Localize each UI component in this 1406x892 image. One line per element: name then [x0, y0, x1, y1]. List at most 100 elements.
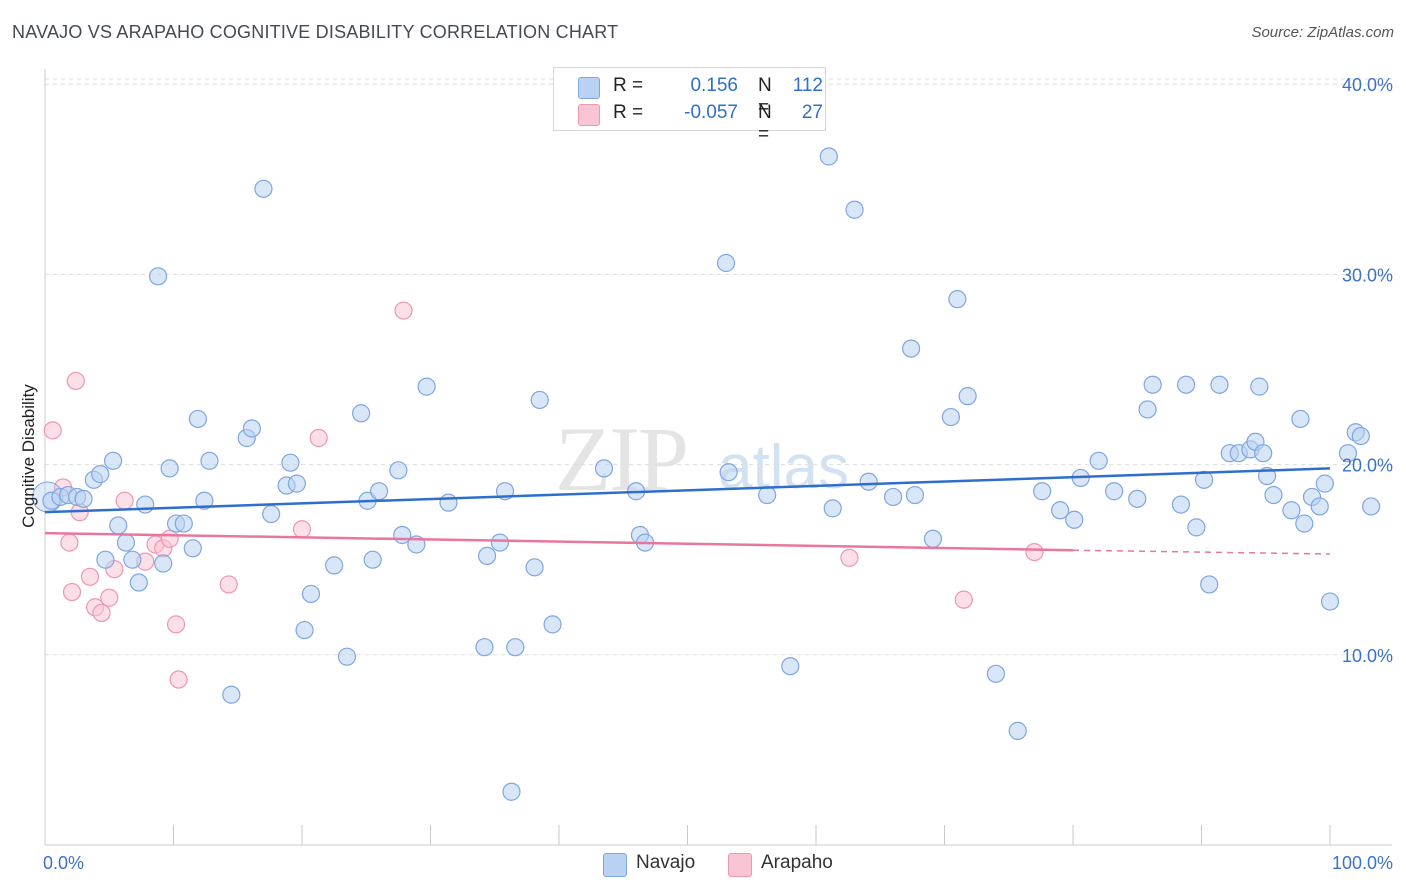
navajo-point [154, 554, 173, 573]
arapaho-point [292, 520, 312, 539]
navajo-point [506, 638, 525, 657]
navajo-point [104, 451, 123, 470]
navajo-point [1210, 375, 1229, 394]
navajo-point [958, 387, 977, 406]
arapaho-point [115, 491, 134, 510]
arapaho-point [169, 670, 188, 689]
navajo-point [109, 516, 128, 535]
arapaho-legend-label: Arapaho [761, 852, 833, 873]
navajo-point [823, 499, 842, 518]
y-tick-label: 20.0% [1342, 456, 1393, 476]
y-tick-label: 10.0% [1342, 646, 1393, 666]
navajo-point [242, 419, 261, 438]
y-tick-label: 40.0% [1342, 75, 1393, 95]
watermark: ZIP atlas [555, 408, 849, 510]
navajo-point [1295, 514, 1314, 533]
navajo-point [490, 533, 509, 552]
navajo-point [174, 514, 193, 533]
navajo-point [986, 664, 1006, 683]
navajo-point [1200, 575, 1219, 594]
navajo-point [352, 404, 371, 423]
navajo-point [123, 550, 142, 569]
navajo-trendline [44, 467, 1331, 514]
navajo-point [905, 485, 925, 505]
navajo-point [948, 290, 967, 309]
navajo-point [439, 493, 458, 512]
navajo-point [819, 147, 838, 166]
navajo-point [281, 453, 300, 472]
navajo-r-value: 0.156 [690, 75, 738, 96]
navajo-point [719, 463, 738, 482]
arapaho-point [80, 567, 100, 586]
navajo-point [525, 558, 544, 577]
navajo-point [1282, 501, 1301, 520]
stats-legend: R = 0.156 N = 112 R = -0.057 N = 27 [553, 67, 826, 145]
navajo-point [883, 487, 903, 507]
arapaho-r-value: -0.057 [684, 102, 738, 123]
arapaho-point [43, 421, 62, 440]
navajo-point [287, 474, 306, 493]
navajo-point [96, 550, 115, 569]
x-tick-label-start: 0.0% [43, 853, 84, 873]
arapaho-point [394, 301, 413, 320]
navajo-point [923, 529, 943, 548]
navajo-point [859, 472, 878, 491]
navajo-point [1033, 482, 1052, 501]
navajo-point [91, 465, 110, 484]
arapaho-point [219, 575, 238, 594]
navajo-point [389, 461, 408, 480]
arapaho-swatch [578, 104, 600, 126]
navajo-point [594, 459, 614, 478]
navajo-point [1194, 470, 1214, 489]
navajo-point [160, 459, 179, 478]
arapaho-point [92, 603, 111, 623]
chart-title: NAVAJO VS ARAPAHO COGNITIVE DISABILITY C… [12, 22, 619, 42]
navajo-point [1254, 444, 1273, 463]
navajo-point [1351, 426, 1370, 446]
x-tick-label-end: 100.0% [1332, 853, 1393, 873]
navajo-n-value: 112 [792, 75, 823, 96]
navajo-point [1008, 721, 1027, 740]
navajo-point [301, 584, 321, 604]
navajo-point [1176, 375, 1196, 394]
arapaho-point [100, 588, 119, 607]
axes [44, 69, 1392, 846]
navajo-point [1250, 377, 1269, 396]
navajo-point [1171, 495, 1191, 514]
arapaho-point [840, 548, 859, 567]
navajo-point [1291, 409, 1310, 429]
arapaho-point [160, 529, 179, 548]
navajo-point [1051, 501, 1070, 520]
navajo-point [1315, 474, 1334, 493]
navajo-point [1128, 489, 1147, 508]
navajo-point [781, 657, 800, 676]
navajo-point [1187, 518, 1206, 537]
arapaho-r-label: R = [613, 102, 644, 123]
navajo-n-label: N = [758, 75, 772, 118]
source-label: Source: ZipAtlas.com [1251, 24, 1394, 41]
arapaho-point [66, 371, 85, 391]
gridlines [45, 78, 1392, 656]
navajo-point [530, 390, 549, 410]
navajo-point [254, 179, 273, 198]
navajo-point [1338, 444, 1358, 463]
navajo-point [148, 267, 168, 286]
arapaho-series [43, 301, 1044, 689]
navajo-point [188, 409, 208, 429]
navajo-point [262, 504, 281, 524]
navajo-r-label: R = [613, 75, 644, 96]
navajo-point [183, 539, 202, 558]
navajo-point [417, 377, 436, 396]
navajo-point [195, 491, 214, 510]
navajo-point [222, 685, 241, 704]
navajo-point [502, 782, 521, 801]
arapaho-trendline-extension [1072, 549, 1331, 555]
navajo-point [941, 407, 961, 427]
navajo-swatch [578, 77, 600, 99]
navajo-point [716, 253, 736, 273]
navajo-point [1310, 497, 1329, 516]
navajo-point [1143, 375, 1162, 394]
arapaho-legend-swatch [728, 853, 752, 877]
navajo-point [1065, 510, 1084, 529]
navajo-point [1089, 451, 1108, 470]
